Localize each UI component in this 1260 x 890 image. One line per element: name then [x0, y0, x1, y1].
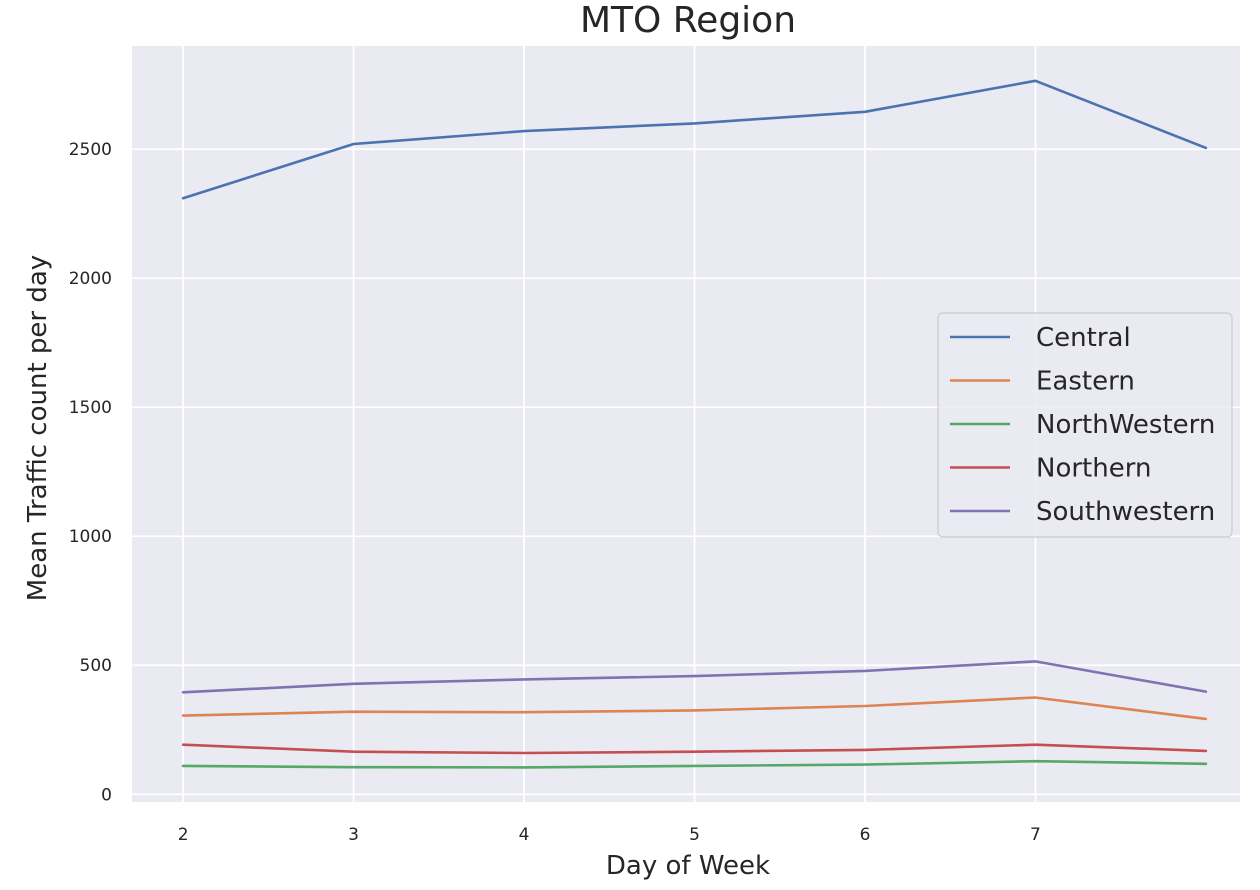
y-tick-label: 1000 — [69, 527, 112, 547]
legend-item-northwestern: NorthWestern — [950, 410, 1215, 440]
legend-item-southwestern: Southwestern — [950, 497, 1215, 527]
chart-title: MTO Region — [580, 0, 796, 41]
x-tick-label: 6 — [860, 825, 871, 845]
x-tick-label: 3 — [348, 825, 359, 845]
legend-item-eastern: Eastern — [950, 367, 1135, 397]
series-line-eastern — [181, 696, 1208, 721]
legend-label: Central — [1036, 323, 1131, 353]
x-tick-label: 4 — [519, 825, 530, 845]
series-line-southwestern — [181, 660, 1208, 694]
legend: Central Eastern NorthWestern Northern Southw… — [937, 312, 1233, 538]
y-tick-label: 0 — [101, 785, 112, 805]
y-tick-label: 2000 — [69, 269, 112, 289]
series-lines — [181, 79, 1208, 769]
series-line-central — [181, 79, 1208, 200]
legend-item-central: Central — [950, 323, 1131, 353]
tick-labels: 0 500 1000 1500 2000 2500 2 3 4 5 6 7 — [69, 140, 1041, 845]
y-tick-label: 500 — [80, 656, 112, 676]
legend-item-northern: Northern — [950, 454, 1151, 484]
legend-box — [937, 312, 1233, 538]
y-axis-label: Mean Traffic count per day — [23, 255, 53, 601]
y-tick-label: 1500 — [69, 398, 112, 418]
legend-label: NorthWestern — [1036, 410, 1215, 440]
x-tick-label: 7 — [1030, 825, 1041, 845]
legend-label: Southwestern — [1036, 497, 1215, 527]
y-tick-label: 2500 — [69, 140, 112, 160]
x-axis-label: Day of Week — [606, 851, 770, 881]
series-line-northwestern — [181, 759, 1208, 769]
series-line-northern — [181, 743, 1208, 755]
legend-label: Eastern — [1036, 367, 1135, 397]
x-tick-label: 2 — [178, 825, 189, 845]
x-tick-label: 5 — [689, 825, 700, 845]
legend-label: Northern — [1036, 454, 1151, 484]
